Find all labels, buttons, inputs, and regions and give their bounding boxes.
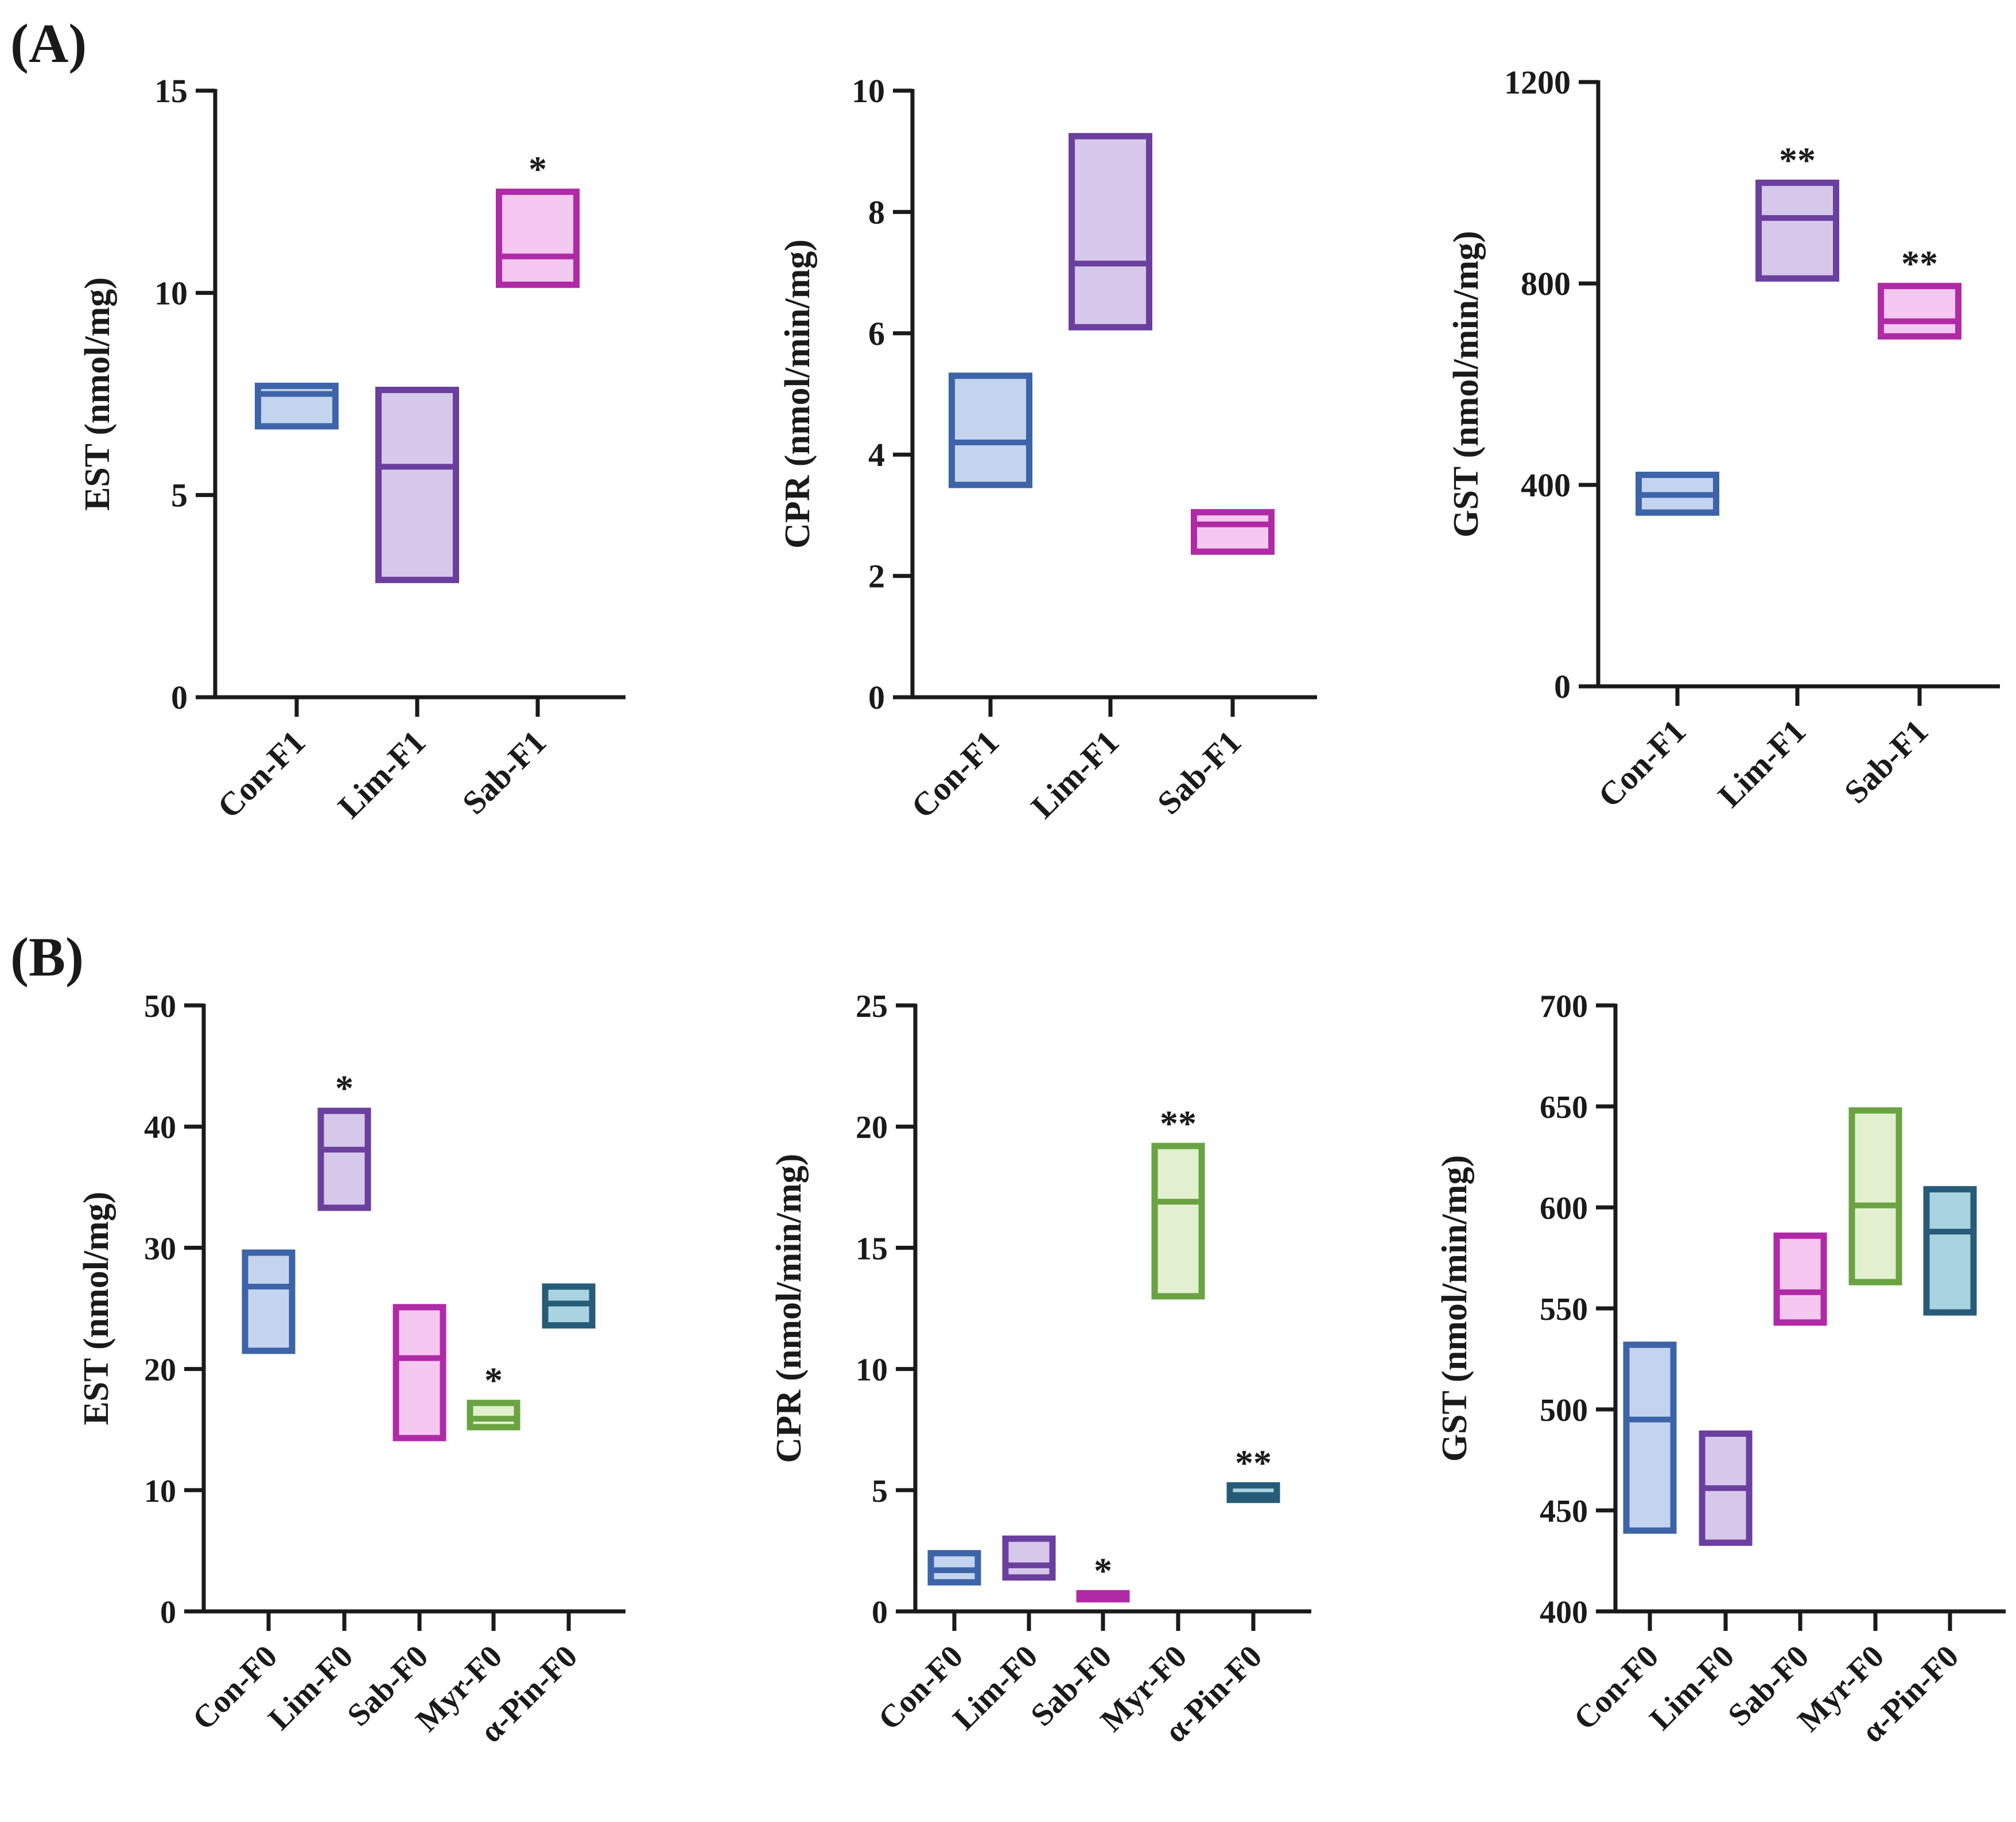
x-tick-label: Con-F0 [186, 1638, 284, 1736]
y-axis-title: EST (nmol/mg) [78, 277, 117, 511]
box-Con-F0 [242, 1249, 296, 1354]
x-tick-label: Sab-F1 [455, 723, 553, 821]
y-tick-label: 5 [872, 1474, 888, 1509]
x-tick-label: Lim-F0 [1643, 1638, 1741, 1736]
box-Myr-F0 [1848, 1107, 1902, 1285]
y-tick-label: 40 [144, 1110, 176, 1145]
y-tick-label: 15 [856, 1231, 888, 1267]
y-tick-label: 400 [1521, 467, 1571, 504]
y-tick-label: 450 [1540, 1494, 1588, 1529]
x-tick-label: Lim-F1 [1024, 723, 1126, 825]
x-tick-label: Con-F0 [1567, 1638, 1665, 1736]
chart-2: 0 2 4 6 8 10 CPR (nmol/min/mg) Con-F1 Lim-F1 Sab-… [778, 72, 1317, 825]
chart-6: 400 450 500 550 600 650 700 GST (nmol/min/mg) Co… [1435, 989, 2006, 1750]
x-tick-label: Lim-F1 [1711, 712, 1813, 814]
y-axis-title: CPR (nmol/min/mg) [778, 239, 817, 549]
y-tick-label: 25 [856, 989, 888, 1024]
y-tick-label: 2 [868, 558, 885, 595]
y-tick-label: 20 [144, 1353, 176, 1388]
y-tick-label: 400 [1540, 1595, 1588, 1630]
y-axis-title: GST (nmol/min/mg) [1447, 231, 1486, 538]
y-tick-label: 0 [1554, 668, 1571, 705]
y-tick-label: 0 [171, 679, 188, 716]
box-Lim-F1 [1755, 180, 1839, 282]
y-tick-label: 50 [144, 989, 176, 1024]
y-tick-label: 0 [160, 1595, 176, 1630]
y-tick-label: 20 [856, 1110, 888, 1145]
y-tick-label: 500 [1540, 1393, 1588, 1428]
x-tick-label: Sab-F1 [1837, 712, 1935, 810]
box-Sab-F0 [393, 1304, 446, 1442]
x-tick-label: Con-F1 [1591, 712, 1693, 814]
chart-1: 0 5 10 15 EST (nmol/mg) Con-F1 Lim-F1 Sab-F1 * [78, 72, 626, 825]
x-tick-label: Con-F1 [210, 723, 312, 825]
y-tick-label: 700 [1540, 989, 1588, 1024]
panel-label-b: (B) [10, 926, 84, 988]
x-tick-label: Con-F1 [904, 723, 1006, 825]
box-Myr-F0 [467, 1400, 520, 1431]
box-Sab-F1 [1191, 509, 1275, 555]
y-tick-label: 650 [1540, 1090, 1588, 1125]
y-tick-label: 10 [852, 72, 885, 110]
box-Sab-F1 [1878, 282, 1961, 340]
box-α-Pin-F0 [1923, 1186, 1977, 1316]
box-Con-F1 [949, 372, 1032, 488]
significance-marker: ** [1901, 243, 1938, 283]
box-Myr-F0 [1151, 1143, 1205, 1300]
y-tick-label: 5 [171, 477, 188, 514]
y-tick-label: 10 [856, 1353, 888, 1388]
y-tick-label: 550 [1540, 1292, 1588, 1327]
y-axis-title: GST (nmol/min/mg) [1435, 1155, 1474, 1462]
x-tick-label: Con-F0 [872, 1638, 970, 1736]
box-Lim-F1 [375, 386, 459, 584]
chart-3: 0 400 800 1200 GST (nmol/min/mg) Con-F1 Lim-F1… [1447, 64, 2000, 814]
box-Sab-F1 [496, 188, 580, 288]
y-tick-label: 800 [1521, 265, 1571, 302]
box-Sab-F0 [1773, 1232, 1827, 1326]
x-tick-label: Sab-F1 [1150, 723, 1248, 821]
significance-marker: * [484, 1360, 503, 1401]
x-tick-label: Lim-F0 [262, 1638, 360, 1736]
significance-marker: ** [1235, 1442, 1272, 1483]
box-Lim-F0 [317, 1108, 371, 1211]
y-tick-label: 10 [144, 1474, 176, 1509]
y-tick-label: 6 [868, 315, 885, 352]
box-Lim-F0 [1002, 1535, 1056, 1581]
y-tick-label: 0 [872, 1595, 888, 1630]
significance-marker: ** [1779, 140, 1816, 181]
box-Lim-F1 [1069, 133, 1152, 331]
significance-marker: * [529, 149, 547, 189]
significance-marker: * [335, 1068, 354, 1109]
significance-marker: * [1094, 1550, 1112, 1591]
y-tick-label: 10 [154, 274, 188, 312]
significance-marker: ** [1160, 1103, 1197, 1144]
y-tick-label: 600 [1540, 1191, 1588, 1226]
y-tick-label: 4 [868, 436, 885, 473]
y-tick-label: 1200 [1504, 64, 1571, 101]
y-axis-title: CPR (nmol/min/mg) [770, 1153, 809, 1463]
y-tick-label: 8 [868, 193, 885, 231]
y-tick-label: 15 [154, 72, 188, 110]
panel-label-a: (A) [10, 13, 87, 74]
y-tick-label: 0 [868, 679, 885, 716]
y-axis-title: EST (nmol/mg) [77, 1191, 116, 1425]
y-tick-label: 30 [144, 1231, 176, 1267]
x-tick-label: Lim-F1 [331, 723, 433, 825]
box-Con-F0 [1623, 1341, 1677, 1534]
x-tick-label: Lim-F0 [946, 1638, 1044, 1736]
